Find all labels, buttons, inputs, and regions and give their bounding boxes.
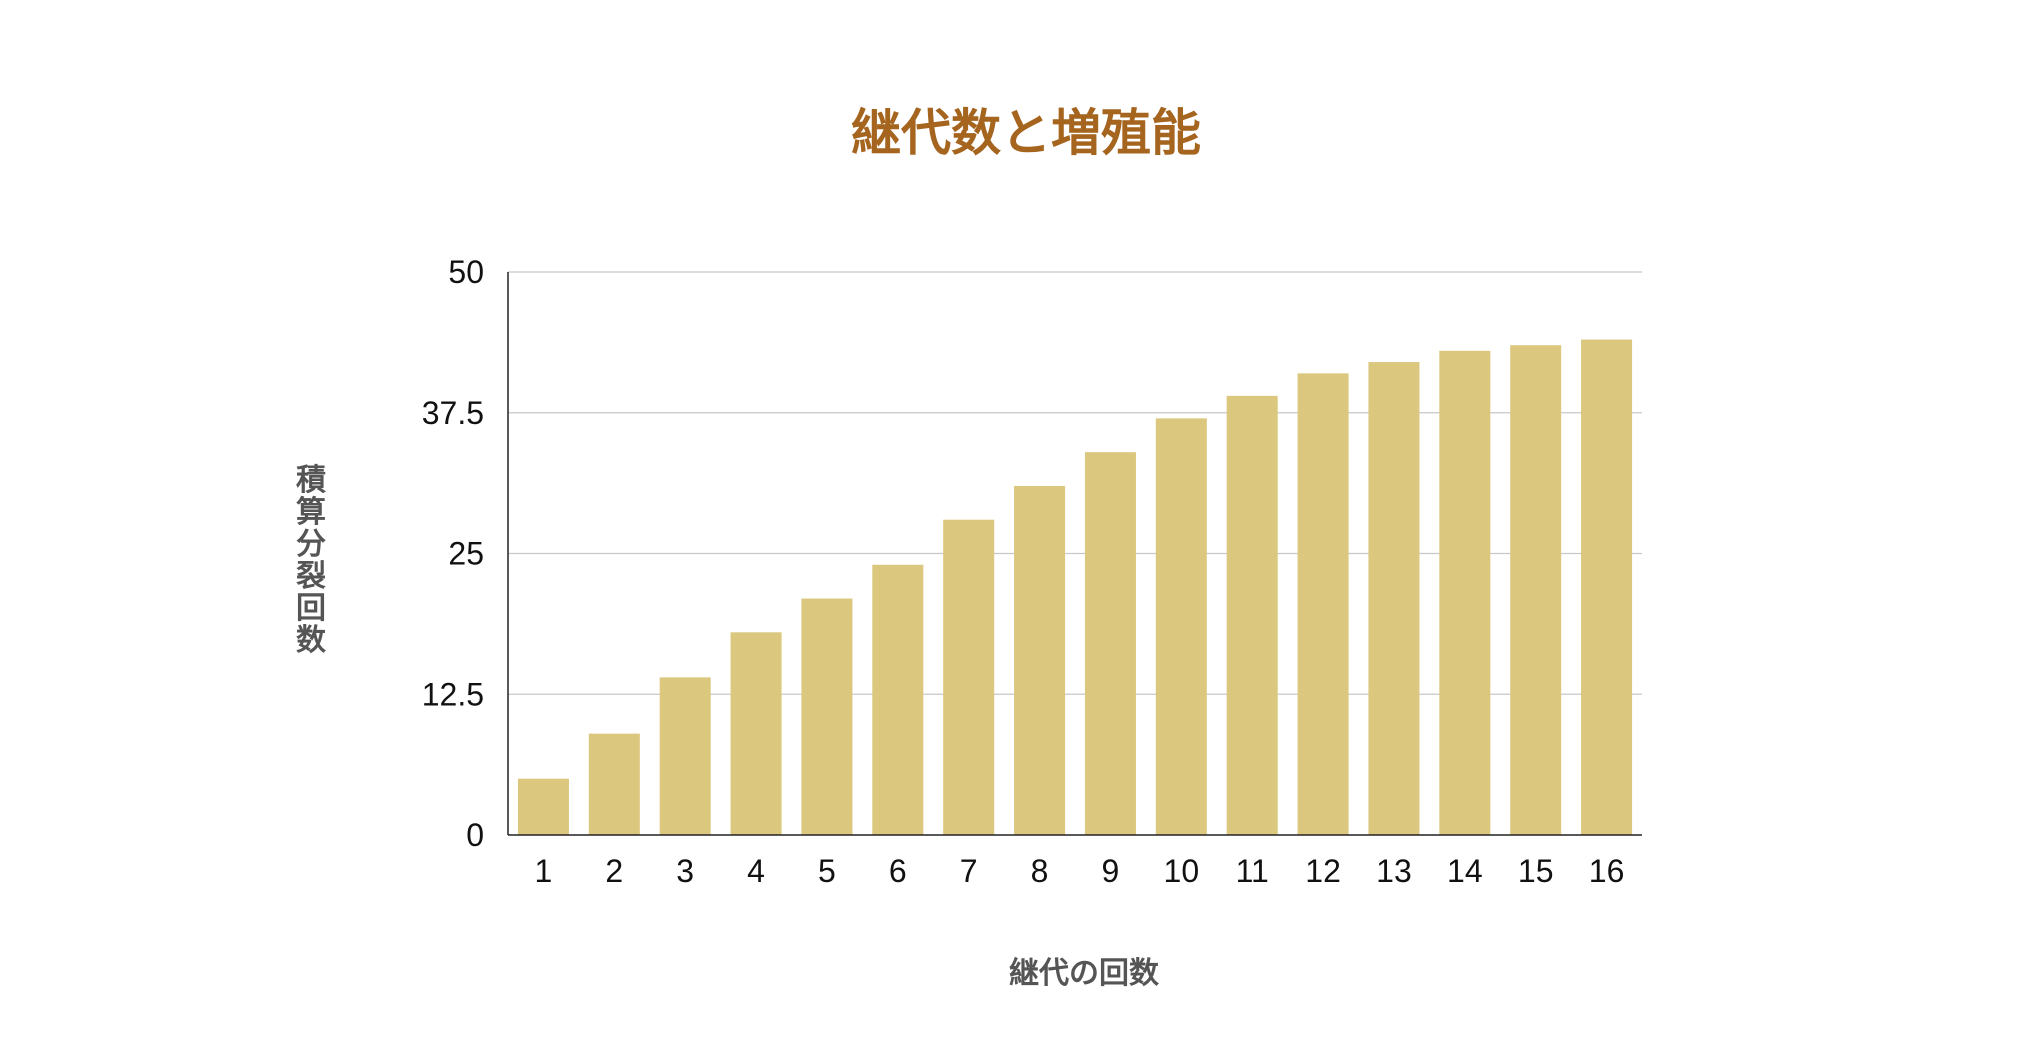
y-axis-label-char: 数 (296, 623, 327, 658)
x-tick-label: 2 (605, 853, 623, 889)
y-tick-label: 50 (448, 254, 484, 290)
y-tick-label: 37.5 (422, 395, 484, 431)
bar-7 (943, 519, 995, 835)
y-tick-label: 12.5 (422, 676, 484, 712)
y-axis-label-char: 算 (296, 495, 326, 530)
x-tick-label: 4 (747, 853, 765, 889)
bar-12 (1297, 373, 1349, 835)
y-axis-label-char: 積 (296, 463, 326, 498)
x-axis-label: 継代の回数 (1009, 956, 1160, 991)
x-tick-label: 14 (1447, 853, 1483, 889)
bar-9 (1084, 452, 1136, 835)
y-tick-label: 0 (466, 817, 484, 853)
y-axis-label-char: 裂 (296, 559, 326, 594)
bar-14 (1439, 350, 1491, 835)
x-tick-label: 1 (535, 853, 553, 889)
x-tick-label: 11 (1236, 853, 1269, 889)
x-tick-label: 12 (1305, 853, 1341, 889)
x-tick-labels: 1 2 3 4 5 6 7 8 9 10 11 12 13 14 15 16 (535, 853, 1625, 889)
x-tick-label: 8 (1031, 853, 1049, 889)
y-axis-label-char: 分 (296, 527, 326, 562)
bar-13 (1368, 362, 1420, 835)
x-tick-label: 6 (889, 853, 907, 889)
x-tick-label: 5 (818, 853, 836, 889)
bar-2 (588, 733, 640, 835)
x-tick-label: 10 (1164, 853, 1200, 889)
y-tick-labels: 0 12.5 25 37.5 50 (422, 254, 484, 853)
bar-6 (872, 564, 924, 835)
y-tick-label: 25 (448, 536, 484, 572)
bar-3 (659, 677, 711, 835)
x-tick-label: 9 (1102, 853, 1120, 889)
chart-title: 継代数と増殖能 (851, 103, 1201, 162)
x-tick-label: 15 (1518, 853, 1554, 889)
bar-16 (1581, 339, 1633, 835)
bar-8 (1014, 485, 1066, 835)
bar-5 (801, 598, 853, 835)
axes (507, 272, 1642, 836)
bar-1 (517, 778, 569, 835)
x-tick-label: 7 (960, 853, 978, 889)
bars (517, 339, 1633, 835)
bar-15 (1510, 345, 1562, 835)
bar-4 (730, 632, 782, 835)
x-tick-label: 16 (1589, 853, 1625, 889)
x-tick-label: 3 (676, 853, 694, 889)
bar-11 (1226, 395, 1278, 835)
y-axis-label: 積算分裂回数 (296, 463, 327, 658)
x-tick-label: 13 (1376, 853, 1412, 889)
y-axis-label-char: 回 (296, 591, 326, 626)
bar-10 (1155, 418, 1207, 835)
